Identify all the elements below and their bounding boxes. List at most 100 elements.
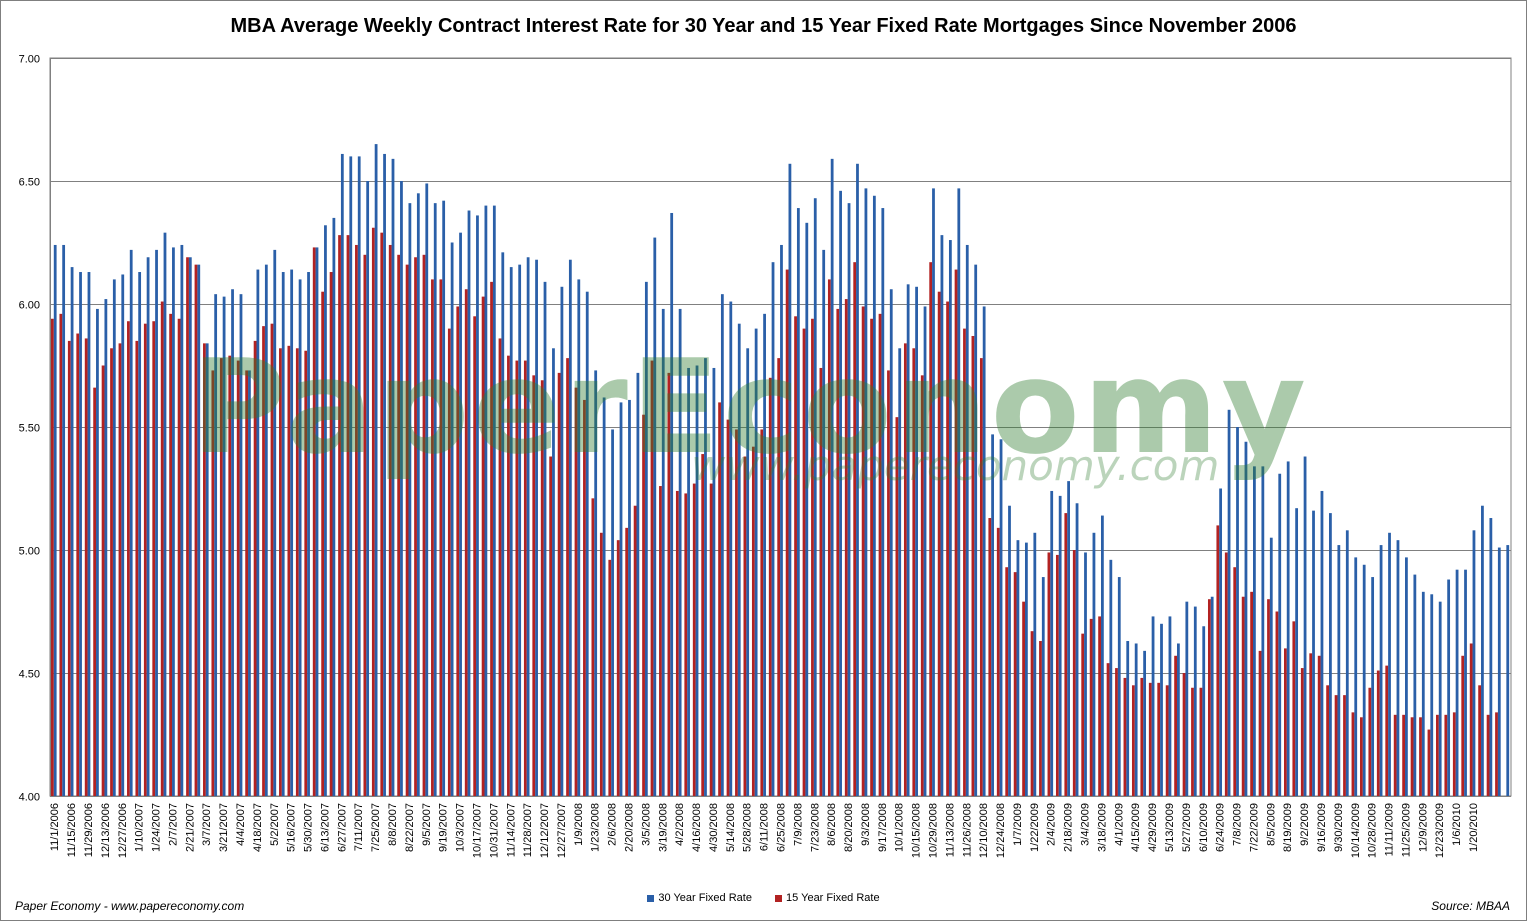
bar-30yr <box>763 313 766 796</box>
bar-30yr <box>1371 577 1375 796</box>
x-tick-label: 1/22/2009 <box>1029 803 1041 852</box>
bar-30yr <box>1244 441 1248 796</box>
bar-30yr <box>197 264 201 796</box>
bar-15yr <box>405 264 409 796</box>
x-tick-label: 8/22/2007 <box>404 803 416 852</box>
x-tick-label: 7/8/2009 <box>1232 803 1244 846</box>
x-tick-label: 6/11/2008 <box>759 803 771 851</box>
bar-30yr <box>526 257 530 796</box>
legend-label-30yr: 30 Year Fixed Rate <box>658 892 752 904</box>
bar-15yr <box>1292 621 1296 796</box>
bar-15yr <box>642 414 645 796</box>
x-tick-label: 3/4/2009 <box>1080 803 1092 846</box>
bar-15yr <box>861 306 865 796</box>
bar-30yr <box>1067 481 1070 796</box>
x-tick-label: 9/19/2007 <box>438 803 450 852</box>
bar-30yr <box>796 208 800 796</box>
bar-30yr <box>678 308 682 796</box>
bar-30yr <box>214 294 218 796</box>
bar-30yr <box>307 272 310 796</box>
x-tick-label: 2/20/2008 <box>623 803 635 852</box>
bar-30yr <box>1033 532 1037 796</box>
bar-30yr <box>1388 532 1391 796</box>
bar-15yr <box>287 345 291 796</box>
bar-15yr <box>768 377 772 796</box>
bar-30yr <box>138 272 142 796</box>
bar-30yr <box>839 190 842 797</box>
bar-15yr <box>1275 611 1279 796</box>
bar-15yr <box>827 279 831 796</box>
bar-30yr <box>222 296 226 796</box>
x-tick-label: 6/13/2007 <box>319 803 331 852</box>
bar-15yr <box>346 235 350 796</box>
bar-15yr <box>507 355 510 796</box>
bar-15yr <box>1106 663 1110 796</box>
bar-15yr <box>253 340 257 796</box>
bar-30yr <box>619 402 623 796</box>
bar-15yr <box>963 328 966 796</box>
bar-15yr <box>67 340 71 796</box>
bar-15yr <box>93 387 97 796</box>
bar-30yr <box>813 198 817 797</box>
bar-15yr <box>321 291 325 796</box>
bar-15yr <box>76 333 80 796</box>
x-tick-label: 12/23/2009 <box>1434 803 1446 858</box>
bar-30yr <box>1160 623 1163 796</box>
x-tick-label: 9/17/2008 <box>877 803 889 852</box>
x-tick-label: 7/25/2007 <box>370 803 382 852</box>
x-tick-label: 8/5/2009 <box>1265 803 1277 846</box>
bar-15yr <box>1241 596 1245 796</box>
bar-30yr <box>1430 594 1434 796</box>
bar-30yr <box>1286 461 1290 796</box>
y-tick-label: 5.00 <box>19 546 40 558</box>
x-tick-label: 11/25/2009 <box>1400 803 1412 857</box>
bar-30yr <box>1168 616 1172 796</box>
bar-30yr <box>459 232 462 796</box>
x-tick-label: 5/13/2009 <box>1164 803 1176 852</box>
bar-15yr <box>557 372 561 796</box>
bar-15yr <box>1351 712 1355 796</box>
legend-swatch-15yr <box>775 894 783 902</box>
x-tick-label: 11/13/2008 <box>944 803 956 857</box>
bar-30yr <box>746 348 750 796</box>
bar-15yr <box>751 446 755 796</box>
bar-15yr <box>583 399 586 796</box>
bar-30yr <box>1303 456 1307 796</box>
x-tick-label: 10/28/2009 <box>1367 803 1379 858</box>
bar-30yr <box>357 156 361 796</box>
bar-15yr <box>1207 599 1211 796</box>
y-tick-label: 4.00 <box>19 792 40 804</box>
bar-15yr <box>1469 643 1473 796</box>
bar-30yr <box>442 200 446 796</box>
bar-15yr <box>1360 717 1363 796</box>
bar-15yr <box>1140 677 1144 796</box>
bar-30yr <box>501 252 505 797</box>
bar-30yr <box>754 328 758 796</box>
bar-15yr <box>979 358 983 796</box>
bar-15yr <box>1284 648 1287 796</box>
x-tick-label: 3/19/2008 <box>657 803 669 852</box>
bar-30yr <box>1236 427 1239 796</box>
x-tick-label: 1/24/2007 <box>151 803 163 852</box>
bar-30yr <box>1084 552 1087 796</box>
bar-30yr <box>70 267 74 797</box>
bar-30yr <box>1143 650 1147 796</box>
x-tick-label: 11/1/2006 <box>49 803 61 851</box>
bar-15yr <box>439 279 443 796</box>
bar-30yr <box>535 259 538 797</box>
bar-15yr <box>743 456 747 796</box>
bar-30yr <box>932 188 935 796</box>
x-tick-label: 7/23/2008 <box>809 803 821 852</box>
bar-30yr <box>1219 488 1223 796</box>
bar-15yr <box>777 358 781 796</box>
x-tick-label: 2/6/2008 <box>607 803 619 846</box>
bar-15yr <box>1064 513 1068 796</box>
bar-15yr <box>498 338 502 796</box>
bar-15yr <box>735 429 738 796</box>
bar-15yr <box>447 328 451 796</box>
bar-30yr <box>484 205 488 797</box>
bar-30yr <box>467 210 471 796</box>
bar-15yr <box>355 244 358 796</box>
x-tick-label: 1/23/2008 <box>590 803 602 852</box>
